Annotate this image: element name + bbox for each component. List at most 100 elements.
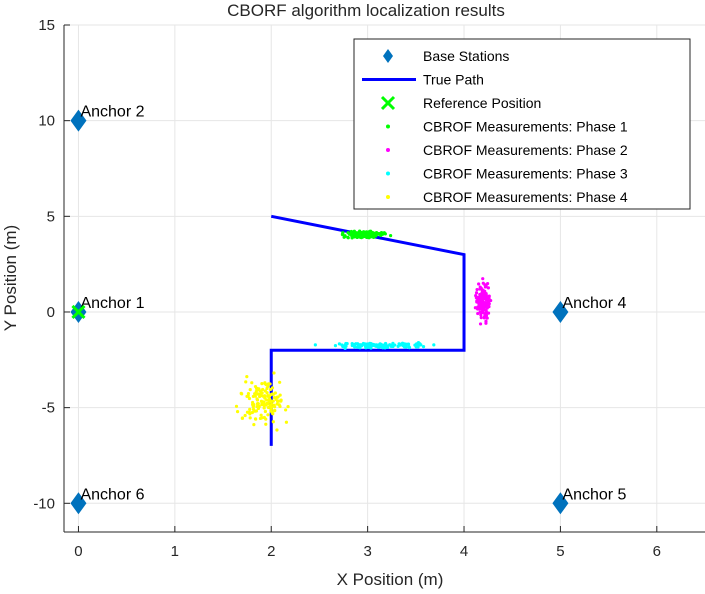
- measurement-point: [407, 346, 412, 350]
- legend-label: CBROF Measurements: Phase 3: [423, 166, 628, 182]
- measurement-point: [243, 413, 247, 418]
- measurement-point: [369, 346, 373, 350]
- measurement-point: [279, 398, 283, 402]
- measurement-series-phase-3: [313, 340, 436, 350]
- measurement-point: [245, 410, 250, 414]
- base-station-marker: [552, 492, 569, 515]
- measurement-point: [487, 302, 491, 306]
- measurement-point: [358, 229, 362, 233]
- measurement-point: [374, 230, 379, 235]
- legend: Base Stations True Path Reference Position…: [353, 38, 691, 210]
- measurement-point: [398, 343, 403, 347]
- y-axis-label: Y Position (m): [1, 225, 20, 331]
- y-tick-label: 5: [47, 208, 55, 225]
- base-station-marker: [552, 300, 569, 323]
- measurement-point: [266, 405, 271, 410]
- legend-marker: [380, 95, 396, 111]
- measurement-point: [393, 343, 397, 347]
- measurement-point: [251, 394, 255, 399]
- measurement-point: [272, 371, 276, 375]
- measurement-point: [276, 395, 280, 399]
- measurement-point: [260, 382, 264, 386]
- measurement-point: [484, 294, 488, 298]
- measurement-point: [481, 277, 485, 281]
- measurement-point: [252, 423, 256, 427]
- measurement-point: [253, 409, 257, 413]
- measurement-point: [478, 292, 482, 297]
- measurement-point: [256, 402, 260, 406]
- x-tick-label: 5: [556, 543, 564, 560]
- measurement-point: [368, 341, 372, 345]
- measurement-point: [264, 422, 268, 426]
- y-tick-label: -10: [33, 495, 55, 512]
- legend-label: CBROF Measurements: Phase 4: [423, 189, 628, 205]
- measurement-point: [248, 388, 252, 392]
- measurement-point: [484, 319, 488, 323]
- measurement-point: [400, 341, 405, 345]
- legend-marker: [386, 171, 390, 176]
- measurement-point: [268, 400, 272, 404]
- measurement-point: [484, 298, 489, 302]
- measurement-point: [390, 344, 394, 348]
- measurement-series-phase-1: [340, 229, 393, 240]
- measurement-point: [372, 343, 377, 348]
- measurement-point: [248, 407, 252, 411]
- measurement-point: [487, 296, 491, 300]
- measurement-point: [486, 281, 490, 286]
- measurement-point: [486, 305, 490, 309]
- chart-title: CBORF algorithm localization results: [227, 1, 505, 20]
- measurement-point: [260, 391, 264, 395]
- measurement-point: [247, 396, 252, 401]
- y-tick-label: 0: [47, 304, 55, 321]
- measurement-point: [333, 343, 338, 348]
- measurement-point: [278, 380, 282, 384]
- x-tick-label: 3: [363, 543, 371, 560]
- measurement-point: [343, 343, 347, 347]
- measurement-point: [481, 291, 485, 295]
- measurement-point: [278, 404, 282, 409]
- measurement-point: [275, 402, 279, 406]
- measurement-point: [371, 231, 375, 235]
- measurement-point: [474, 294, 478, 298]
- legend-label: Base Stations: [423, 48, 509, 64]
- measurement-point: [266, 382, 271, 386]
- measurement-point: [485, 311, 489, 315]
- measurement-point: [262, 403, 266, 408]
- measurement-point: [340, 232, 344, 237]
- measurement-point: [359, 235, 364, 240]
- measurement-point: [389, 234, 393, 238]
- measurement-point: [248, 416, 252, 420]
- measurement-point: [240, 416, 244, 420]
- legend-entry: Base Stations: [383, 48, 509, 64]
- measurement-point: [266, 394, 270, 398]
- measurement-point: [259, 413, 263, 417]
- measurement-point: [256, 392, 261, 396]
- measurement-point: [254, 389, 258, 394]
- measurement-point: [353, 344, 357, 348]
- measurement-point: [480, 310, 485, 314]
- measurement-point: [253, 392, 257, 396]
- measurement-series-phase-2: [473, 277, 493, 326]
- measurement-point: [244, 380, 248, 384]
- measurement-point: [264, 417, 268, 421]
- measurement-point: [358, 343, 363, 348]
- measurement-point: [475, 287, 479, 292]
- measurement-point: [346, 235, 350, 240]
- legend-entry: True Path: [362, 72, 484, 88]
- measurement-point: [350, 233, 354, 237]
- legend-marker: [386, 124, 390, 129]
- measurement-point: [255, 397, 259, 401]
- measurement-point: [378, 343, 382, 348]
- measurement-point: [414, 343, 418, 347]
- x-axis-label: X Position (m): [337, 570, 444, 589]
- measurement-point: [350, 342, 354, 346]
- measurement-point: [254, 417, 258, 421]
- y-tick-label: 10: [38, 113, 55, 130]
- measurement-point: [474, 291, 479, 295]
- x-tick-label: 2: [267, 543, 275, 560]
- measurement-point: [479, 313, 483, 317]
- anchor-label: Anchor 6: [80, 486, 144, 503]
- x-tick-label: 6: [653, 543, 661, 560]
- measurement-point: [265, 391, 269, 395]
- measurement-point: [234, 404, 239, 408]
